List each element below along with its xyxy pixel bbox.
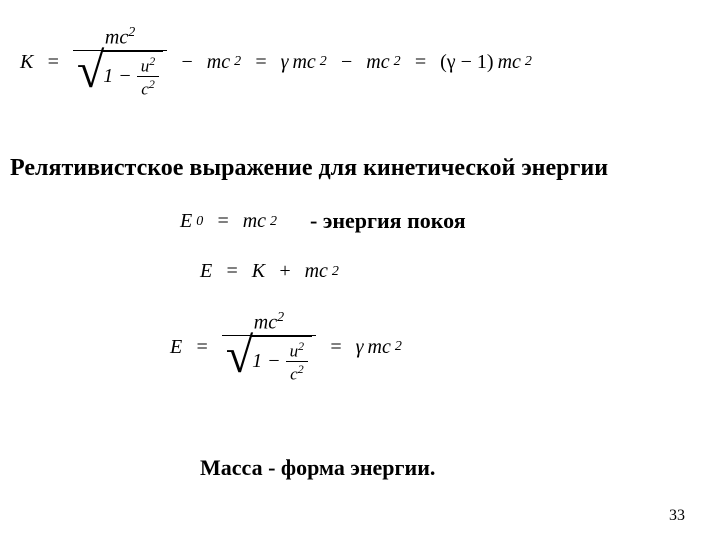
mass-energy-label: Масса - форма энергии.: [200, 455, 435, 481]
rest-energy-label: - энергия покоя: [310, 208, 466, 234]
full-energy-equation: E = mc2 √ 1 − u2 c2: [170, 310, 402, 385]
K-var: K: [20, 51, 33, 74]
eq-sign: =: [46, 51, 60, 74]
total-energy-equation: E = K + mc2: [200, 260, 339, 283]
energy-fraction: mc2 √ 1 − u2 c2: [222, 310, 316, 385]
section-heading: Релятивистское выражение для кинетическо…: [10, 155, 608, 182]
main-fraction: mc2 √ 1 − u2 c2: [73, 25, 167, 100]
rest-energy-equation: E0 = mc2: [180, 210, 277, 233]
kinetic-energy-equation: K = mc2 √ 1 − u2 c2: [20, 25, 532, 100]
page-number: 33: [669, 507, 685, 525]
